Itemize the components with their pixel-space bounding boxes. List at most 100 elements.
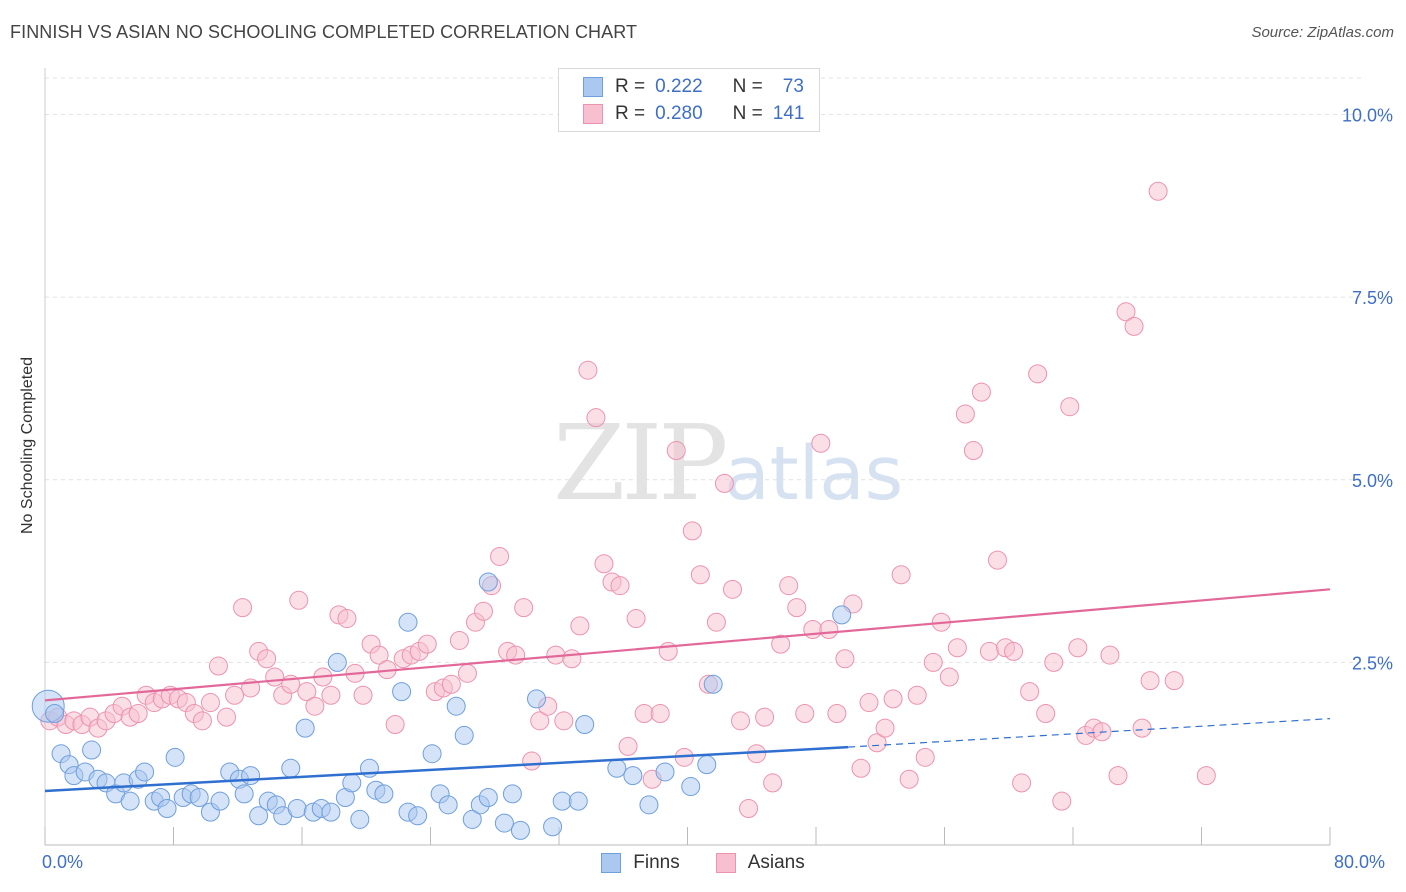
legend-item-asians[interactable]: Asians (715, 852, 805, 874)
asian-point (915, 747, 935, 767)
y-tick-labels: 2.5% 5.0% 7.5% 10.0% (1342, 106, 1393, 674)
finn-point (832, 605, 852, 625)
asian-point (321, 685, 341, 705)
finn-point (552, 791, 572, 811)
trend-lines (44, 588, 1331, 793)
asian-point (1164, 671, 1184, 691)
asian-point (947, 638, 967, 658)
asian-point (369, 645, 389, 665)
asian-point (803, 620, 823, 640)
asian-point (988, 550, 1008, 570)
asian-point (128, 704, 148, 724)
asian-point (1108, 766, 1128, 786)
asians-r-label: R = (615, 103, 646, 124)
asian-point (265, 667, 285, 687)
asian-point (530, 711, 550, 731)
legend-row-asians: R = 0.280 N = 141 (583, 102, 804, 126)
asians-legend-swatch (715, 853, 736, 873)
finn-point (462, 809, 482, 829)
finn-point (543, 817, 563, 837)
asian-point (562, 649, 582, 669)
asian-point (1140, 671, 1160, 691)
asian-point (233, 598, 253, 618)
asians-trend-line (44, 588, 1331, 702)
asian-point (706, 612, 726, 632)
asian-point (1132, 718, 1152, 738)
asian-point (1020, 682, 1040, 702)
asians-n-label: N = (732, 103, 763, 124)
asian-point (594, 554, 614, 574)
asian-point (1028, 364, 1048, 384)
asian-point (835, 649, 855, 669)
asian-point (225, 685, 245, 705)
asian-point (731, 711, 751, 731)
finns-r-label: R = (615, 76, 646, 97)
finn-point (45, 704, 65, 724)
asian-point (955, 404, 975, 424)
finn-point (422, 744, 442, 764)
finn-point (342, 773, 362, 793)
finn-point (697, 755, 717, 775)
asian-point (634, 704, 654, 724)
finn-point (327, 652, 347, 672)
finn-point (350, 809, 370, 829)
asians-r-value: 0.280 (655, 103, 703, 124)
finn-point (502, 784, 522, 804)
asian-point (771, 634, 791, 654)
finn-point (446, 696, 466, 716)
asian-point (610, 576, 630, 596)
asian-point (690, 565, 710, 585)
asian-point (200, 693, 220, 713)
asian-point (586, 408, 606, 428)
finn-point (639, 795, 659, 815)
asian-point (217, 707, 237, 727)
legend-item-finns[interactable]: Finns (601, 852, 680, 874)
asian-point (763, 773, 783, 793)
asian-point (441, 674, 461, 694)
watermark-zip: ZIP (553, 402, 728, 524)
finns-n-label: N = (732, 76, 763, 97)
finn-point (287, 798, 307, 818)
asian-point (875, 718, 895, 738)
finn-point (438, 795, 458, 815)
asian-point (971, 382, 991, 402)
finn-point (157, 798, 177, 818)
finn-point (392, 682, 412, 702)
asian-point (474, 601, 494, 621)
asian-point (963, 441, 983, 461)
asian-point (899, 769, 919, 789)
finns-swatch (583, 77, 603, 97)
y-tick-label: 2.5% (1352, 653, 1393, 673)
asian-point (337, 609, 357, 629)
finns-trend-extension (848, 718, 1331, 748)
finn-point (655, 762, 675, 782)
asian-point (650, 704, 670, 724)
x-tick-max: 80.0% (1334, 852, 1386, 872)
finn-point (189, 788, 209, 808)
series-legend: Finns Asians (0, 852, 1406, 874)
asian-point (819, 620, 839, 640)
asian-point (554, 711, 574, 731)
finn-point (510, 820, 530, 840)
finn-point (527, 689, 547, 709)
finn-point (82, 740, 102, 760)
finn-point (478, 788, 498, 808)
asian-point (1196, 766, 1216, 786)
asian-point (1148, 181, 1168, 201)
asian-point (883, 689, 903, 709)
finn-point (234, 784, 254, 804)
asian-point (979, 641, 999, 661)
finn-point (210, 791, 230, 811)
asian-point (522, 751, 542, 771)
asian-point (1036, 704, 1056, 724)
finn-point (575, 714, 595, 734)
asian-point (514, 598, 534, 618)
asian-point (907, 685, 927, 705)
asian-point (755, 707, 775, 727)
asian-point (449, 630, 469, 650)
finn-point (703, 674, 723, 694)
asian-point (851, 758, 871, 778)
finns-legend-label: Finns (633, 852, 680, 873)
asian-point (385, 714, 405, 734)
